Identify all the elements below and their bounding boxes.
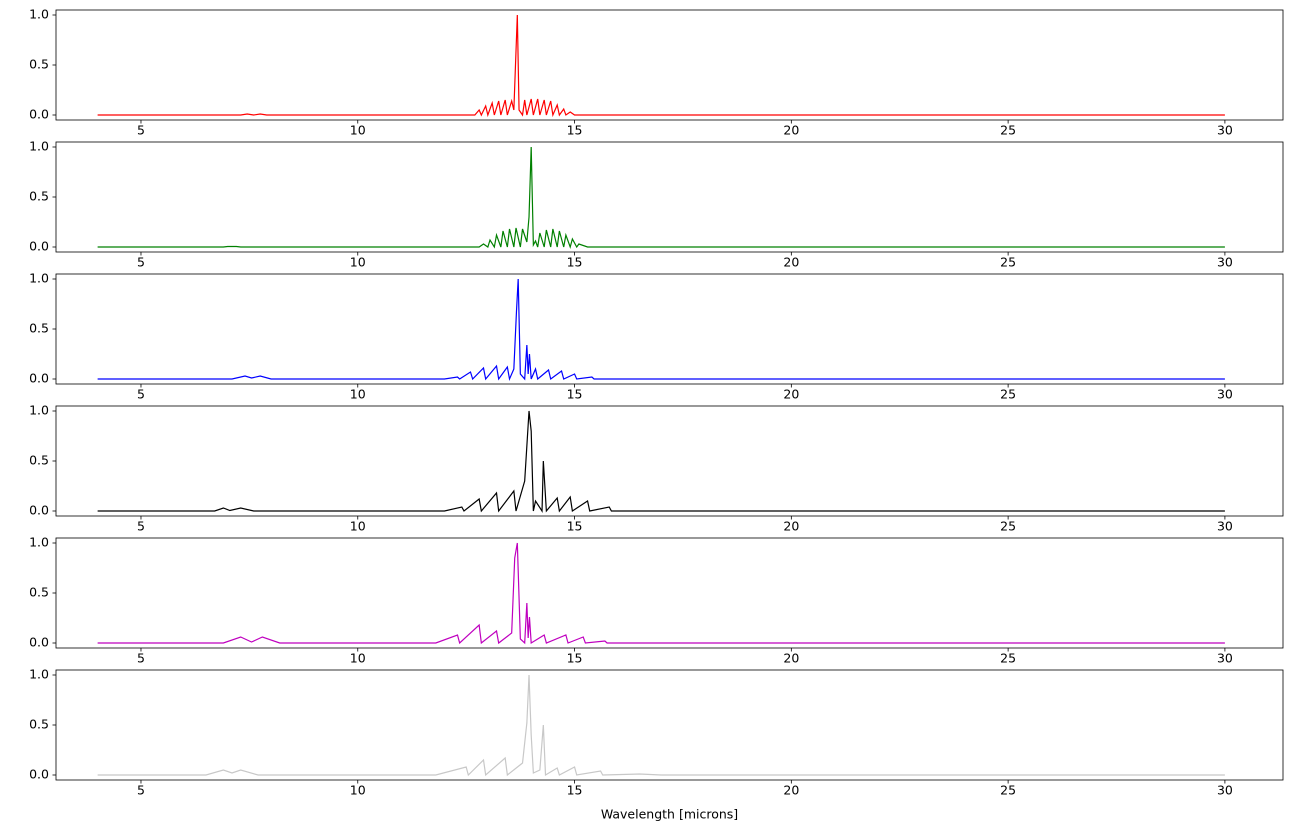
x-tick-label: 25 [1000,387,1016,402]
x-tick-label: 20 [783,387,799,402]
x-tick-label: 5 [137,519,145,534]
x-tick-label: 10 [350,387,366,402]
x-tick-label: 15 [567,255,583,270]
x-axis-label: Wavelength [microns] [601,807,738,822]
y-tick-label: 0.5 [29,453,49,468]
x-tick-label: 10 [350,783,366,798]
x-tick-label: 5 [137,255,145,270]
x-tick-label: 25 [1000,783,1016,798]
x-tick-label: 10 [350,255,366,270]
y-tick-label: 0.0 [29,371,49,386]
x-tick-label: 15 [567,123,583,138]
x-tick-label: 5 [137,783,145,798]
x-tick-label: 20 [783,783,799,798]
axes-frame [55,537,1284,649]
y-tick-label: 0.0 [29,107,49,122]
x-tick-label: 15 [567,519,583,534]
axes-frame [55,669,1284,781]
x-tick-label: 25 [1000,519,1016,534]
y-tick-label: 1.0 [29,535,49,550]
spectrum-line [97,146,1225,249]
x-tick-label: 25 [1000,123,1016,138]
y-tick-label: 0.5 [29,321,49,336]
x-tick-label: 30 [1217,255,1233,270]
x-tick-label: 30 [1217,519,1233,534]
x-tick-label: 20 [783,651,799,666]
x-tick-label: 30 [1217,123,1233,138]
y-tick-label: 1.0 [29,403,49,418]
x-tick-label: 10 [350,519,366,534]
x-tick-label: 30 [1217,387,1233,402]
x-tick-label: 20 [783,255,799,270]
y-tick-label: 0.0 [29,503,49,518]
y-tick-label: 0.5 [29,717,49,732]
x-tick-label: 25 [1000,255,1016,270]
x-tick-label: 15 [567,387,583,402]
axes-frame [55,9,1284,121]
y-tick-label: 0.5 [29,57,49,72]
x-tick-label: 5 [137,651,145,666]
spectrum-line [97,410,1225,513]
axes-frame [55,273,1284,385]
x-tick-label: 5 [137,123,145,138]
x-tick-label: 5 [137,387,145,402]
x-tick-label: 30 [1217,651,1233,666]
y-tick-label: 1.0 [29,271,49,286]
y-tick-label: 0.0 [29,239,49,254]
spectrum-line [97,674,1225,777]
y-tick-label: 0.0 [29,767,49,782]
y-tick-label: 0.0 [29,635,49,650]
y-tick-label: 1.0 [29,667,49,682]
axes-frame [55,405,1284,517]
y-tick-label: 0.5 [29,189,49,204]
x-tick-label: 15 [567,651,583,666]
x-tick-label: 15 [567,783,583,798]
y-tick-label: 1.0 [29,139,49,154]
x-tick-label: 20 [783,519,799,534]
x-tick-label: 10 [350,123,366,138]
x-tick-label: 10 [350,651,366,666]
x-tick-label: 30 [1217,783,1233,798]
spectrum-line [97,14,1225,118]
x-tick-label: 25 [1000,651,1016,666]
spectrum-line [97,542,1225,645]
axes-frame [55,141,1284,253]
y-tick-label: 1.0 [29,7,49,22]
x-tick-label: 20 [783,123,799,138]
spectrum-line [97,278,1225,382]
y-tick-label: 0.5 [29,585,49,600]
